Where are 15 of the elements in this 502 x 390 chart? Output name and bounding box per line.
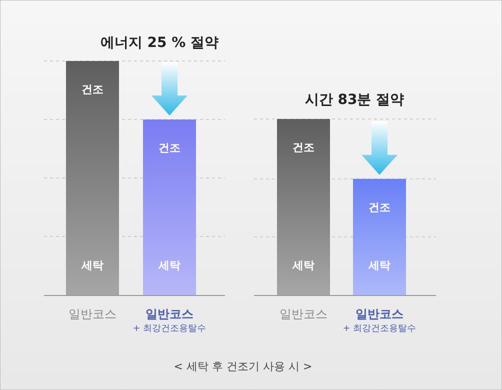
- annotation: 건조: [82, 83, 104, 96]
- annotation: 세탁: [158, 259, 180, 272]
- annotation: 건조: [292, 141, 314, 154]
- chart-title: 에너지 25 % 절약: [100, 35, 219, 51]
- x-tick-label: 일반코스: [280, 307, 328, 321]
- annotation: 세탁: [80, 259, 104, 272]
- annotation: 세탁: [368, 259, 390, 272]
- annotation: 세탁: [292, 259, 314, 272]
- x-tick-label: 일반코스 + 최강건조용탈수: [132, 307, 206, 334]
- annotation: 건조: [368, 200, 390, 214]
- chart-title: 시간 83분 절약: [304, 92, 404, 108]
- x-tick-label: 일반코스 + 최강건조용탈수: [342, 307, 416, 334]
- x-tick-label: 일반코스: [68, 307, 116, 321]
- annotation: 건조: [158, 142, 180, 154]
- text: < 세탁 후 건조기 사용 시 >: [174, 360, 312, 373]
